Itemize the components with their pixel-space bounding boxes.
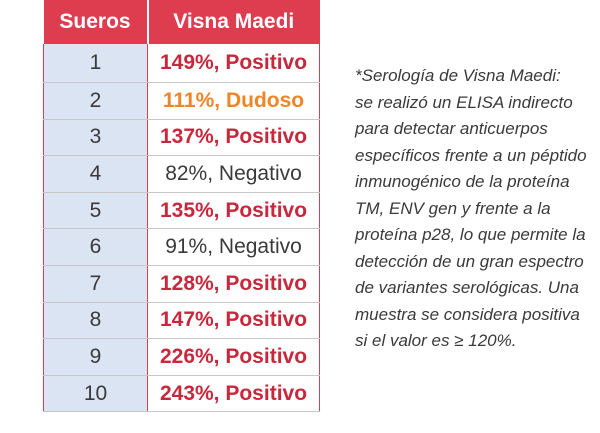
- table-row: 1 149%, Positivo: [43, 44, 320, 83]
- results-table: Sueros Visna Maedi 1 149%, Positivo 2 111%,…: [43, 0, 320, 413]
- table-row: 5 135%, Positivo: [43, 192, 320, 230]
- table-row: 4 82%, Negativo: [43, 155, 320, 193]
- visna-maedi-result: 149%, Positivo: [147, 44, 320, 83]
- note-line: para detectar anticuerpos: [355, 119, 548, 138]
- table-row: 7 128%, Positivo: [43, 265, 320, 303]
- visna-maedi-result: 147%, Positivo: [147, 302, 320, 340]
- note-line: inmunogénico de la proteína: [355, 172, 570, 191]
- visna-maedi-result: 111%, Dudoso: [147, 82, 320, 120]
- table-row: 9 226%, Positivo: [43, 338, 320, 376]
- suero-number: 10: [43, 375, 148, 413]
- suero-number: 5: [43, 192, 148, 230]
- visna-maedi-result: 243%, Positivo: [147, 375, 320, 413]
- suero-number: 6: [43, 228, 148, 266]
- table-row: 10 243%, Positivo: [43, 375, 320, 413]
- note-line: si el valor es ≥ 120%.: [355, 331, 517, 350]
- header-sueros: Sueros: [43, 0, 149, 44]
- results-table-wrapper: Sueros Visna Maedi 1 149%, Positivo 2 111%,…: [43, 0, 320, 413]
- serology-note: *Serología de Visna Maedi: se realizó un …: [355, 63, 595, 355]
- table-row: 2 111%, Dudoso: [43, 82, 320, 120]
- note-line: muestra se considera positiva: [355, 304, 580, 324]
- suero-number: 7: [43, 265, 148, 303]
- suero-number: 1: [43, 44, 148, 83]
- visna-maedi-result: 135%, Positivo: [147, 192, 320, 230]
- visna-maedi-result: 226%, Positivo: [147, 338, 320, 376]
- suero-number: 8: [43, 302, 148, 340]
- table-row: 8 147%, Positivo: [43, 302, 320, 340]
- suero-number: 2: [43, 82, 148, 120]
- visna-maedi-result: 91%, Negativo: [147, 228, 320, 266]
- table-row: 6 91%, Negativo: [43, 228, 320, 266]
- note-line: TM, ENV gen y frente a la: [355, 198, 551, 218]
- visna-maedi-result: 128%, Positivo: [147, 265, 320, 303]
- visna-maedi-result: 137%, Positivo: [147, 119, 320, 157]
- note-line: específicos frente a un péptido: [355, 145, 587, 165]
- note-line: *Serología de Visna Maedi:: [355, 66, 561, 85]
- note-line: detección de un gran espectro: [355, 251, 584, 271]
- note-line: proteína p28, lo que permite la: [355, 225, 586, 244]
- header-visna-maedi: Visna Maedi: [147, 0, 320, 44]
- suero-number: 3: [43, 119, 148, 157]
- suero-number: 4: [43, 155, 148, 193]
- note-line: de variantes serológicas. Una: [355, 278, 579, 297]
- suero-number: 9: [43, 338, 148, 376]
- table-header-row: Sueros Visna Maedi: [43, 0, 320, 44]
- table-row: 3 137%, Positivo: [43, 119, 320, 157]
- note-line: se realizó un ELISA indirecto: [355, 92, 573, 112]
- visna-maedi-result: 82%, Negativo: [147, 155, 320, 193]
